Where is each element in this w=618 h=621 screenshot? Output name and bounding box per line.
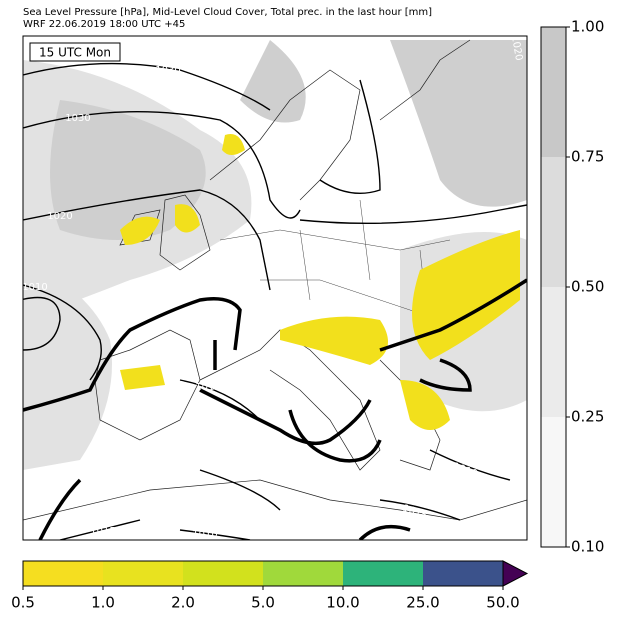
colorbar-tick-label: 5.0 bbox=[251, 594, 275, 612]
colorbar-tick-label: 10.0 bbox=[326, 594, 359, 612]
colorbar-extend bbox=[502, 560, 529, 587]
colorbar-tick-label: 2.0 bbox=[171, 594, 195, 612]
colorbar-tick-label: 50.0 bbox=[486, 594, 519, 612]
colorbar-tick-label: 0.50 bbox=[571, 278, 604, 296]
colorbar-segment bbox=[23, 561, 103, 586]
colorbar-segment bbox=[541, 157, 566, 287]
colorbar-tick-label: 25.0 bbox=[406, 594, 439, 612]
colorbar-segment bbox=[541, 27, 566, 157]
colorbar-tick-label: 0.10 bbox=[571, 538, 604, 556]
isobar-label: 1020 bbox=[509, 35, 524, 62]
isobar-label: 1015 bbox=[90, 526, 115, 537]
colorbar-segment bbox=[183, 561, 263, 586]
colorbar-segment bbox=[343, 561, 423, 586]
colorbar-segment bbox=[541, 417, 566, 547]
isobar-label: 1015 bbox=[195, 382, 220, 393]
subtitle: WRF 22.06.2019 18:00 UTC +45 bbox=[23, 19, 185, 30]
isobar-label: 1030 bbox=[355, 37, 380, 48]
map: 15 UTC Mon 1030 1030 1020 1010 1015 1015… bbox=[22, 35, 528, 541]
colorbar-segment bbox=[423, 561, 503, 586]
colorbar-tick-label: 0.75 bbox=[571, 148, 604, 166]
colorbar-tick-label: 1.0 bbox=[91, 594, 115, 612]
isobar-label: 1030 bbox=[155, 65, 180, 76]
colorbar-segment bbox=[103, 561, 183, 586]
isobar-label: 1020 bbox=[47, 211, 72, 222]
isobar-label: 1010 bbox=[22, 282, 47, 293]
time-label: 15 UTC Mon bbox=[39, 46, 111, 60]
isobar-label: 1030 bbox=[337, 152, 352, 179]
title: Sea Level Pressure [hPa], Mid-Level Clou… bbox=[23, 7, 432, 18]
colorbar-segment bbox=[541, 287, 566, 417]
colorbar-tick-label: 1.00 bbox=[571, 18, 604, 36]
colorbar-tick-label: 0.25 bbox=[571, 408, 604, 426]
isobar-label: 1030 bbox=[65, 113, 90, 124]
isobar-label: 1010 bbox=[192, 529, 217, 540]
colorbar-tick-label: 0.5 bbox=[11, 594, 35, 612]
colorbar-segment bbox=[263, 561, 343, 586]
